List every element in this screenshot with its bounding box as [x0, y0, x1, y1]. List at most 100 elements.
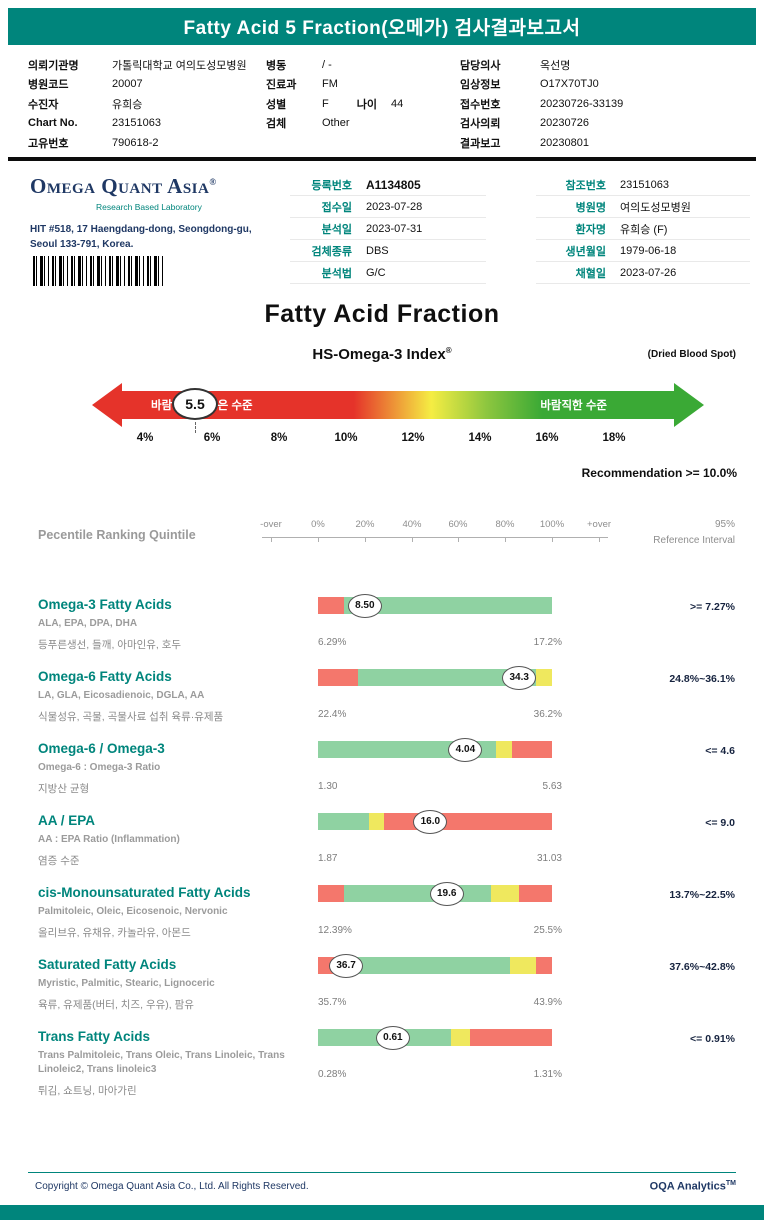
- range-labels: 6.29% 17.2%: [318, 637, 562, 648]
- bar-segment-red: [470, 1029, 552, 1046]
- info-value: 790618-2: [112, 136, 159, 149]
- percentile-scale-tick-label: 80%: [495, 519, 515, 530]
- fatty-acid-labels: Saturated Fatty Acids Myristic, Palmitic…: [38, 957, 310, 1012]
- reference-interval-value: <= 0.91%: [690, 1033, 735, 1045]
- percentile-scale-tick-label: 20%: [355, 519, 375, 530]
- range-labels: 0.28% 1.31%: [318, 1069, 562, 1080]
- section-title: Fatty Acid Fraction: [264, 300, 500, 328]
- recommendation-text: Recommendation >= 10.0%: [581, 466, 737, 480]
- info-value: G/C: [366, 266, 386, 279]
- fatty-acid-name: Omega-6 / Omega-3: [38, 741, 165, 756]
- range-labels: 35.7% 43.9%: [318, 997, 562, 1008]
- info-value: 옥선명: [540, 59, 571, 72]
- range-labels: 22.4% 36.2%: [318, 709, 562, 720]
- info-label: 환자명: [575, 223, 606, 236]
- bar-segment-yellow: [369, 813, 384, 830]
- range-labels: 1.30 5.63: [318, 781, 562, 792]
- result-value-marker: 8.50: [347, 593, 382, 618]
- omega3-index-value-marker: 5.5: [172, 388, 218, 420]
- info-row: Chart No. 23151063: [28, 114, 264, 134]
- index-scale-tick-label: 14%: [468, 432, 492, 444]
- info-label: 검사의뢰: [460, 118, 501, 131]
- reference-interval-value: 24.8%~36.1%: [669, 673, 735, 685]
- result-value-marker: 16.0: [413, 809, 448, 834]
- index-scale-tick-label: 12%: [401, 432, 425, 444]
- bar-segment-red: [318, 597, 344, 614]
- range-labels: 1.87 31.03: [318, 853, 562, 864]
- result-value-marker: 4.04: [448, 737, 483, 762]
- info-row: 채혈일 2023-07-26: [536, 262, 750, 284]
- info-row: 분석일 2023-07-31: [290, 218, 486, 240]
- info-row: 임상정보 O17X70TJ0: [460, 75, 752, 95]
- percentile-scale-tick-label: 60%: [448, 519, 468, 530]
- info-row: 수진자 유희승: [28, 94, 264, 114]
- reference-interval-value: <= 4.6: [705, 745, 735, 757]
- reference-interval-value: <= 9.0: [705, 817, 735, 829]
- index-subtitle-row: HS-Omega-3 Index® (Dried Blood Spot): [0, 346, 764, 366]
- index-scale-tick-label: 18%: [602, 432, 626, 444]
- range-max-label: 17.2%: [533, 637, 562, 648]
- fatty-acid-row: AA / EPA AA : EPA Ratio (Inflammation) 염…: [0, 801, 764, 873]
- info-row: 등록번호 A1134805: [290, 174, 486, 196]
- info-label: 담당의사: [460, 59, 501, 72]
- fatty-acid-food-sources: 올리브유, 유채유, 카놀라유, 아몬드: [38, 927, 191, 939]
- index-scale: 4% 6% 8% 10% 12% 14% 16% 18%: [0, 432, 764, 448]
- info-label: 생년월일: [565, 245, 606, 258]
- info-value: / -: [322, 58, 332, 71]
- omega3-index-gauge: 바람직하지 않은 수준 바람직한 수준 5.5: [92, 383, 704, 433]
- info-value: O17X70TJ0: [540, 78, 599, 91]
- fatty-acid-components: LA, GLA, Eicosadienoic, DGLA, AA: [38, 690, 205, 701]
- info-value: 20230726-33139: [540, 97, 624, 110]
- info-label: 병원명: [575, 201, 606, 214]
- info-row: 병동 / -: [266, 55, 462, 75]
- info-label: 검체: [266, 118, 287, 131]
- reference-interval-value: >= 7.27%: [690, 601, 735, 613]
- result-value-marker: 19.6: [429, 881, 464, 906]
- fatty-acid-components: AA : EPA Ratio (Inflammation): [38, 834, 180, 845]
- hs-omega3-index-title: HS-Omega-3 Index®: [0, 346, 764, 363]
- range-max-label: 25.5%: [533, 925, 562, 936]
- info-value: 23151063: [112, 117, 161, 130]
- percentile-scale-tick: [412, 537, 413, 542]
- percentile-scale-tick-label: -over: [260, 519, 282, 530]
- bar-segment-green: [357, 669, 536, 686]
- copyright-text: Copyright © Omega Quant Asia Co., Ltd. A…: [35, 1181, 309, 1192]
- info-label: 고유번호: [28, 137, 69, 150]
- range-min-label: 1.30: [318, 781, 338, 792]
- fatty-acid-food-sources: 식물성유, 곡물, 곡물사료 섭취 육류·유제품: [38, 711, 224, 723]
- fatty-acid-labels: cis-Monounsaturated Fatty Acids Palmitol…: [38, 885, 310, 940]
- fatty-acid-labels: Omega-6 / Omega-3 Omega-6 : Omega-3 Rati…: [38, 741, 310, 796]
- patient-info-section: 의뢰기관명 가톨릭대학교 여의도성모병원 병원코드 20007 수진자 유희승 Chart …: [8, 55, 756, 155]
- percentile-scale-tick: [552, 537, 553, 542]
- info-row: 병원명 여의도성모병원: [536, 196, 750, 218]
- fatty-acid-food-sources: 등푸른생선, 들깨, 아마인유, 호두: [38, 639, 182, 651]
- fatty-acid-row: Trans Fatty Acids Trans Palmitoleic, Tra…: [0, 1017, 764, 1135]
- info-value: 20230726: [540, 117, 589, 130]
- index-scale-tick-label: 4%: [136, 432, 154, 444]
- range-min-label: 22.4%: [318, 709, 347, 720]
- quintile-bar: 0.61: [318, 1025, 552, 1050]
- range-min-label: 1.87: [318, 853, 338, 864]
- bar-segment-yellow: [495, 741, 513, 758]
- gauge-right-arrowhead-icon: [674, 383, 704, 427]
- fatty-acid-name: AA / EPA: [38, 813, 96, 828]
- reference-percent-label: 95%: [714, 519, 735, 530]
- footer-bar: [0, 1205, 764, 1220]
- logo-tagline: Research Based Laboratory: [96, 202, 202, 212]
- fatty-acid-name: Saturated Fatty Acids: [38, 957, 177, 972]
- section-divider: [8, 157, 756, 161]
- info-value: 20230801: [540, 136, 589, 149]
- index-scale-tick-label: 8%: [270, 432, 288, 444]
- quintile-bar: 4.04: [318, 737, 552, 762]
- percentile-scale-tick: [365, 537, 366, 542]
- fatty-acid-components: Trans Palmitoleic, Trans Oleic, Trans Li…: [38, 1050, 285, 1075]
- bar-segment-red: [512, 741, 552, 758]
- info-label: 진료과: [266, 79, 297, 92]
- dried-blood-spot-note: (Dried Blood Spot): [647, 349, 736, 360]
- info-value: 유희승 (F): [620, 223, 668, 236]
- index-scale-tick-label: 10%: [334, 432, 358, 444]
- lab-info-table-left: 등록번호 A1134805 접수일 2023-07-28 분석일 2023-07-31 검체…: [290, 174, 486, 284]
- bar-segment-red: [318, 669, 358, 686]
- percentile-scale-tick-label: 100%: [539, 519, 565, 530]
